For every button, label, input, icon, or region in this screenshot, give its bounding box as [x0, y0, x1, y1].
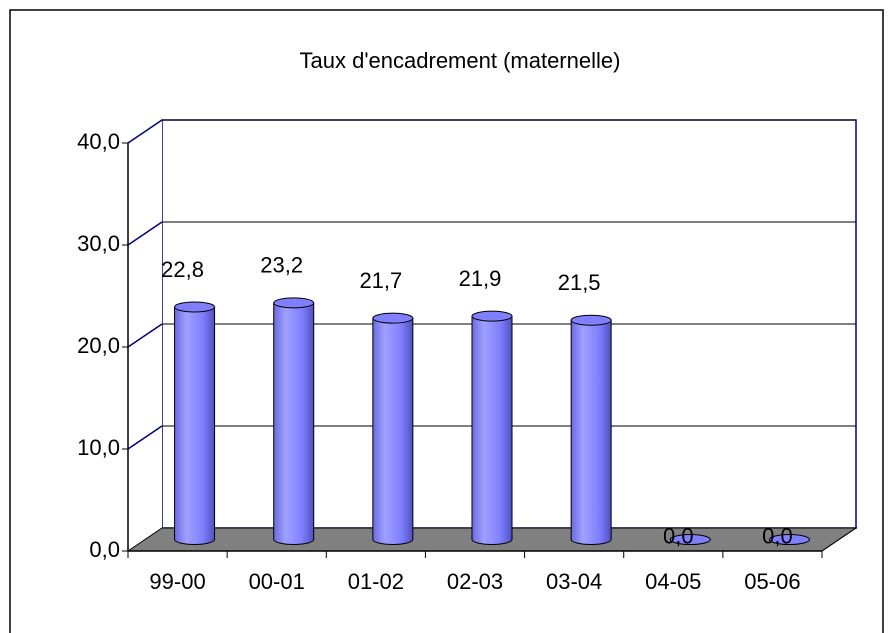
x-tick-label: 02-03: [447, 569, 503, 594]
value-label: 22,8: [161, 257, 204, 282]
bar-top: [471, 310, 513, 322]
value-label: 21,9: [459, 266, 502, 291]
grid-line: [127, 323, 163, 348]
grid-line: [127, 221, 163, 246]
x-tick-label: 04-05: [645, 569, 701, 594]
x-tick-label: 05-06: [744, 569, 800, 594]
x-tick-label: 03-04: [546, 569, 602, 594]
y-tick-label: 20,0: [77, 333, 120, 358]
x-axis-side: [821, 527, 857, 552]
bar: [273, 302, 315, 545]
value-label: 21,7: [359, 268, 402, 293]
y-tick-label: 0,0: [89, 537, 120, 562]
grid-line: [127, 425, 163, 450]
y-tick-label: 40,0: [77, 129, 120, 154]
value-label: 21,5: [558, 270, 601, 295]
bar-top: [570, 314, 612, 326]
x-tick-label: 99-00: [149, 569, 205, 594]
x-tick-label: 01-02: [348, 569, 404, 594]
chart-title: Taux d'encadrement (maternelle): [300, 48, 621, 73]
bar-top: [273, 297, 315, 309]
bar: [372, 317, 414, 545]
value-label: 23,2: [260, 253, 303, 278]
grid-line: [127, 119, 163, 144]
bar: [471, 315, 513, 545]
bar: [174, 306, 216, 545]
bar-top: [669, 534, 711, 545]
bar-top: [372, 312, 414, 324]
y-tick-label: 30,0: [77, 231, 120, 256]
y-tick-label: 10,0: [77, 435, 120, 460]
bar-top: [768, 534, 810, 545]
value-label: 0,0: [762, 523, 793, 548]
x-tick-label: 00-01: [249, 569, 305, 594]
bar: [570, 319, 612, 545]
bar-top: [174, 301, 216, 313]
value-label: 0,0: [663, 523, 694, 548]
